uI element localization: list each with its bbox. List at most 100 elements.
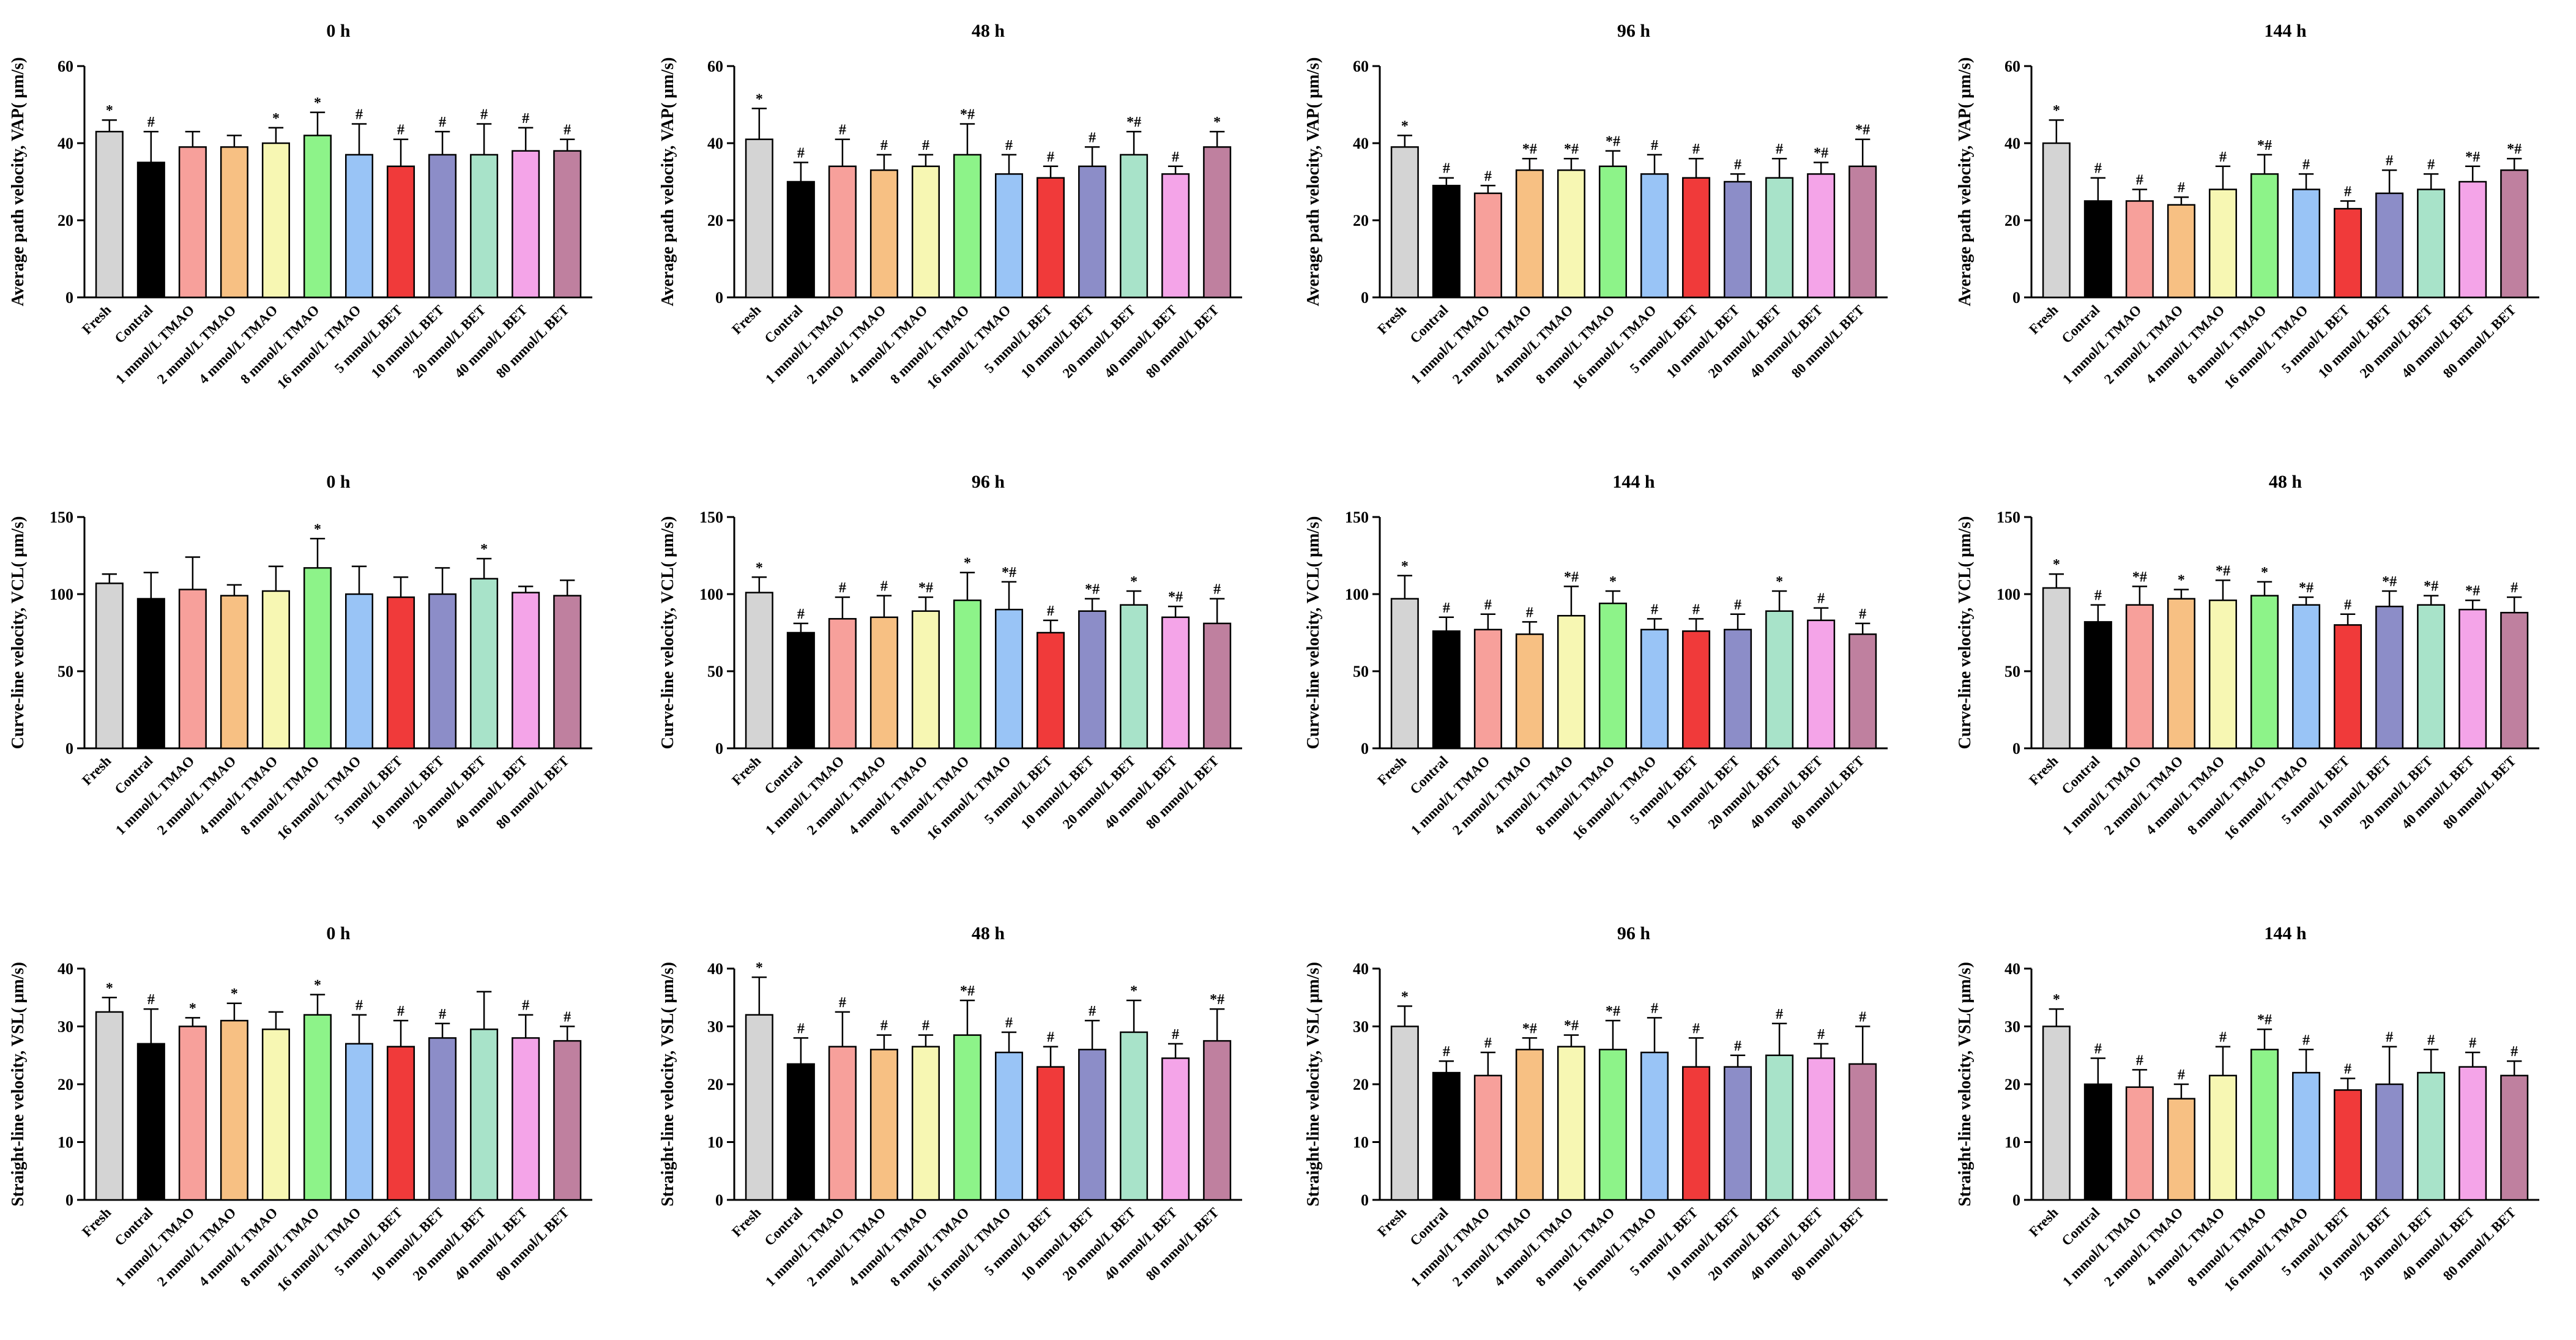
x-tick-label: 20 mmol/L BET: [1060, 1205, 1139, 1284]
bar: [1203, 622, 1232, 750]
x-tick-label: Fresh: [2026, 753, 2061, 788]
y-axis-label: Straight-line velocity, VSL( μm/s): [9, 962, 28, 1207]
y-axis-label: Straight-line velocity, VSL( μm/s): [1304, 962, 1323, 1207]
x-tick-label: 10 mmol/L BET: [368, 753, 447, 832]
panel-title: 48 h: [2269, 472, 2302, 492]
bar: [2208, 599, 2237, 750]
x-tick-label: 10 mmol/L BET: [1018, 753, 1097, 832]
significance-mark: *#: [2216, 563, 2230, 579]
bar: [2459, 181, 2487, 299]
y-tick-label: 20: [58, 212, 73, 229]
bar: [387, 165, 415, 299]
y-tick-label: 0: [715, 740, 723, 757]
significance-mark: *: [1130, 574, 1137, 590]
y-tick-label: 0: [715, 289, 723, 307]
significance-mark: #: [1734, 1038, 1741, 1054]
bar: [553, 595, 582, 750]
significance-mark: #: [1859, 606, 1866, 622]
y-tick-label: 0: [65, 289, 73, 307]
significance-mark: #: [2178, 1067, 2185, 1083]
significance-mark: *: [314, 521, 321, 537]
y-tick-label: 30: [1353, 1018, 1369, 1036]
significance-mark: *: [2261, 565, 2268, 581]
significance-mark: *#: [960, 983, 975, 999]
x-tick-label: 8 mmol/L TMAO: [2184, 302, 2269, 387]
significance-mark: *#: [1002, 565, 1016, 581]
bar: [136, 1043, 165, 1201]
bar: [1765, 1054, 1794, 1201]
significance-mark: #: [2302, 157, 2310, 173]
significance-mark: *: [756, 91, 763, 107]
x-tick-label: 80 mmol/L BET: [493, 1205, 572, 1284]
y-axis-label: Average path velocity, VAP( μm/s): [9, 57, 28, 306]
y-tick-label: 20: [707, 1076, 723, 1093]
x-tick-label: Fresh: [1374, 302, 1409, 337]
bar: [1390, 1025, 1419, 1201]
bar: [828, 1046, 857, 1201]
y-tick-label: 60: [707, 58, 723, 75]
x-tick-label: 40 mmol/L BET: [2399, 302, 2477, 381]
x-tick-label: 2 mmol/L TMAO: [1450, 302, 1534, 387]
significance-mark: *: [2053, 557, 2060, 573]
bar: [2167, 1098, 2195, 1201]
bar: [1807, 173, 1836, 299]
significance-mark: #: [564, 1010, 571, 1025]
y-tick-label: 40: [2005, 960, 2020, 978]
bar: [2125, 1086, 2154, 1201]
x-tick-label: 1 mmol/L TMAO: [2060, 302, 2144, 387]
bar: [1640, 628, 1669, 750]
bar: [553, 1040, 582, 1201]
x-tick-label: 20 mmol/L BET: [2357, 1205, 2436, 1284]
x-tick-label: Fresh: [729, 1205, 764, 1240]
panel-title: 144 h: [1612, 472, 1655, 492]
significance-mark: #: [2219, 1030, 2227, 1046]
significance-mark: #: [397, 1003, 404, 1019]
significance-mark: *: [1213, 114, 1221, 130]
bar: [2083, 1083, 2112, 1201]
significance-mark: *#: [1126, 114, 1141, 130]
x-tick-label: 40 mmol/L BET: [1101, 1205, 1180, 1284]
significance-mark: *: [189, 1000, 196, 1016]
x-tick-label: 10 mmol/L BET: [368, 1205, 447, 1284]
bar: [2375, 1083, 2404, 1201]
y-tick-label: 0: [715, 1191, 723, 1209]
y-axis-label: Average path velocity, VAP( μm/s): [658, 57, 677, 306]
bar: [1598, 602, 1628, 750]
bar: [428, 1037, 457, 1201]
x-tick-label: 1 mmol/L TMAO: [1408, 1205, 1492, 1289]
significance-mark: #: [147, 992, 155, 1008]
x-tick-label: 80 mmol/L BET: [1143, 753, 1222, 832]
x-tick-label: 1 mmol/L TMAO: [113, 302, 197, 387]
significance-mark: #: [1089, 1003, 1096, 1019]
bar: [994, 1051, 1024, 1201]
x-tick-label: Fresh: [729, 302, 764, 337]
bar: [1765, 177, 1794, 299]
bar: [1682, 177, 1711, 299]
significance-mark: #: [1651, 138, 1658, 154]
significance-mark: *: [2178, 572, 2185, 588]
y-axis-label: Average path velocity, VAP( μm/s): [1304, 57, 1323, 306]
y-tick-label: 60: [1353, 58, 1369, 75]
bar: [1120, 1031, 1148, 1201]
bar: [1432, 185, 1461, 299]
x-tick-label: 2 mmol/L TMAO: [804, 302, 888, 387]
bar: [953, 1034, 982, 1201]
bar: [344, 1043, 374, 1201]
bar: [994, 173, 1024, 299]
x-tick-label: 8 mmol/L TMAO: [1533, 753, 1617, 838]
bar: [2291, 188, 2321, 299]
bar: [1473, 192, 1502, 299]
x-tick-label: 40 mmol/L BET: [1747, 302, 1826, 381]
significance-mark: #: [2511, 1044, 2518, 1060]
significance-mark: *#: [1564, 141, 1579, 157]
bar: [553, 150, 582, 299]
y-tick-label: 10: [1353, 1134, 1369, 1152]
x-tick-label: 40 mmol/L BET: [1101, 302, 1180, 381]
y-tick-label: 150: [1997, 508, 2020, 526]
y-tick-label: 0: [2012, 289, 2020, 307]
y-tick-label: 50: [1353, 663, 1369, 680]
x-tick-label: 80 mmol/L BET: [1789, 1205, 1867, 1284]
bar: [95, 1011, 124, 1201]
bar: [828, 618, 857, 750]
x-tick-label: 1 mmol/L TMAO: [762, 1205, 847, 1289]
